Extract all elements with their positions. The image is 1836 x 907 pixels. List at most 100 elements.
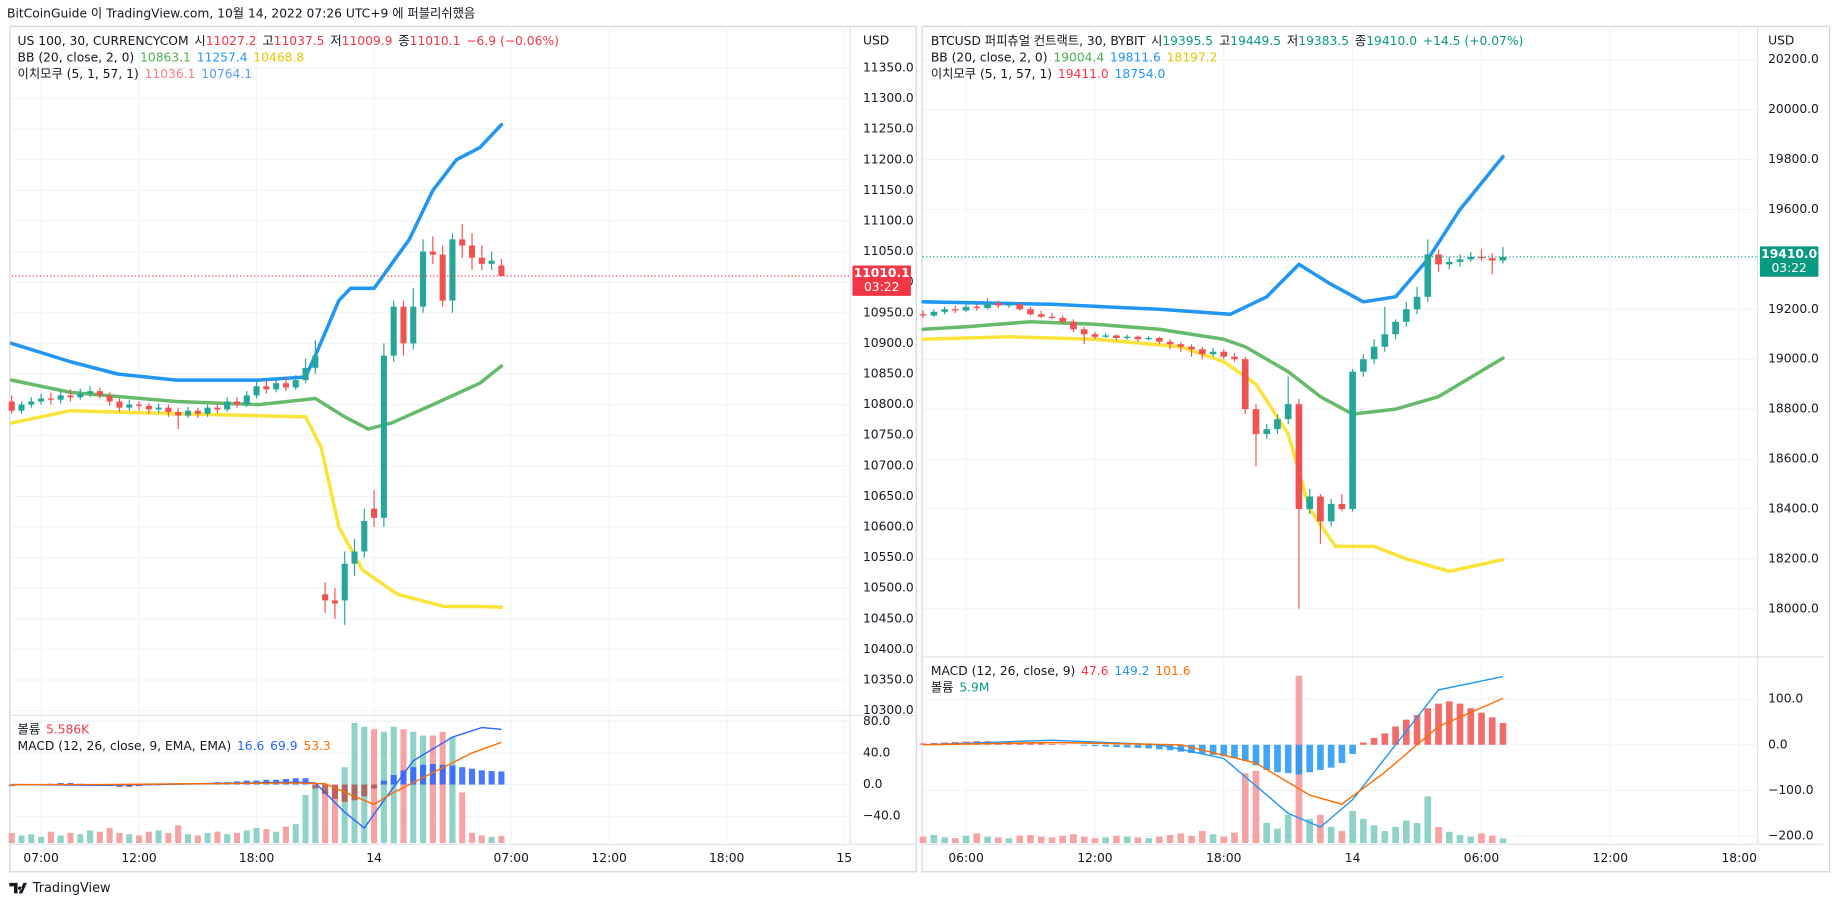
y-tick-label: 18000.0: [1768, 601, 1819, 615]
y-tick-label: 10950.0: [863, 305, 914, 319]
macd-histogram-bar: [1327, 744, 1335, 768]
macd-histogram-bar: [439, 764, 446, 785]
volume-bar: [8, 832, 15, 844]
candle-body: [1381, 334, 1389, 347]
volume-bar: [1188, 835, 1195, 844]
volume-bar: [1241, 773, 1249, 844]
candle-body: [1048, 316, 1056, 319]
macd-histogram-bar: [1123, 744, 1131, 748]
legend-value: 18754.0: [1115, 66, 1166, 80]
volume-bar: [941, 837, 948, 844]
y-tick-label: 19600.0: [1768, 202, 1819, 216]
legend-line: BB (20, close, 2, 0) 19004.4 19811.6 18197.…: [931, 50, 1218, 64]
volume-bar: [106, 827, 113, 844]
volume-bar: [263, 829, 270, 844]
x-tick-label: 07:00: [494, 851, 529, 865]
volume-bar: [1424, 796, 1432, 844]
macd-histogram-bar: [331, 784, 338, 799]
candle-body: [488, 260, 495, 264]
legend-value: 11037.5: [274, 33, 325, 47]
legend-value: 11027.2: [206, 33, 257, 47]
volume-bar: [1231, 832, 1238, 844]
macd-histogram-bar: [1037, 743, 1045, 745]
volume-bar: [1413, 822, 1421, 844]
y-tick-label: 40.0: [863, 745, 890, 759]
candle-body: [1059, 318, 1067, 322]
candle-body: [498, 265, 505, 277]
candle-body: [1102, 335, 1109, 337]
macd-histogram-bar: [67, 782, 74, 785]
candle-body: [930, 311, 938, 316]
macd-histogram-bar: [1306, 744, 1314, 773]
volume-bar: [1360, 818, 1367, 844]
last-price-label: 11010.1: [854, 266, 910, 280]
candle-body: [302, 367, 309, 381]
volume-bar: [18, 835, 25, 844]
volume-bar: [951, 838, 959, 844]
volume-bar: [1209, 834, 1217, 844]
volume-bar: [243, 830, 250, 844]
bollinger-line: [9, 408, 504, 610]
volume-bar: [57, 835, 64, 844]
volume-bar: [1102, 837, 1109, 844]
candle-body: [282, 383, 289, 388]
candle-body: [165, 407, 172, 412]
candle-body: [439, 254, 446, 301]
y-tick-label: 10650.0: [863, 489, 914, 503]
candle-body: [322, 594, 329, 601]
right-panel-border: [921, 25, 1831, 873]
volume-bar: [439, 731, 446, 844]
volume-bar: [1499, 838, 1507, 844]
volume-bar: [1145, 838, 1152, 844]
macd-histogram-bar: [1370, 737, 1378, 745]
legend-value: 16.6: [237, 738, 265, 752]
legend-line: 이치모쿠 (5, 1, 57, 1) 11036.1 10764.1: [18, 66, 252, 80]
candle-body: [1027, 309, 1034, 315]
candle-body: [8, 401, 15, 411]
candle-body: [1370, 346, 1378, 360]
y-tick-label: −40.0: [863, 809, 901, 823]
legend-value: 볼륨: [18, 722, 41, 736]
legend-value: 19410.0: [1366, 33, 1417, 47]
candle-body: [449, 239, 456, 301]
macd-histogram-bar: [1188, 744, 1195, 754]
x-tick-label: 18:00: [1721, 851, 1756, 865]
currency-label: USD: [863, 33, 889, 47]
candle-body: [87, 391, 94, 394]
macd-histogram-bar: [488, 771, 495, 785]
candle-body: [380, 355, 387, 518]
x-tick-label: 14: [366, 851, 382, 865]
y-tick-label: 10900.0: [863, 336, 914, 350]
candle-body: [371, 508, 378, 518]
volume-bar: [984, 836, 991, 844]
volume-bar: [96, 831, 103, 844]
volume-bar: [184, 834, 192, 844]
y-tick-label: 10400.0: [863, 642, 914, 656]
volume-bar: [1478, 833, 1485, 844]
volume-bar: [1059, 835, 1067, 844]
legend-value: 69.9: [270, 738, 297, 752]
candle-body: [184, 410, 192, 416]
candle-body: [341, 563, 348, 601]
volume-bar: [973, 833, 981, 844]
legend-label: 시: [194, 33, 205, 47]
volume-bar: [1306, 818, 1314, 844]
candle-body: [312, 355, 319, 368]
macd-histogram-bar: [1177, 744, 1185, 752]
x-tick-label: 15: [836, 851, 852, 865]
candle-body: [459, 239, 466, 246]
candle-body: [1392, 321, 1399, 335]
candle-body: [1220, 351, 1228, 357]
candle-body: [1499, 256, 1507, 261]
y-tick-label: 18200.0: [1768, 551, 1819, 565]
macd-histogram-bar: [361, 784, 368, 797]
y-tick-label: 10850.0: [863, 366, 914, 380]
candle-body: [468, 245, 476, 258]
candle-body: [1241, 359, 1249, 410]
volume-bar: [1091, 838, 1099, 844]
candle-body: [292, 380, 299, 388]
x-tick-label: 18:00: [239, 851, 274, 865]
candle-body: [1435, 254, 1442, 265]
volume-bar: [47, 831, 54, 844]
candle-body: [984, 303, 991, 309]
